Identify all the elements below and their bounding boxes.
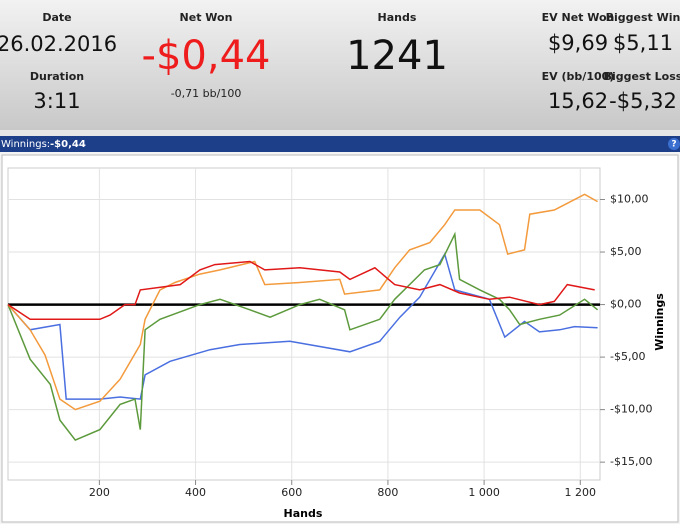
x-tick-label: 1 200 [565, 486, 597, 499]
label: EV Net Won [542, 11, 615, 24]
y-tick-label: -$15,00 [610, 455, 652, 468]
y-tick-label: $5,00 [610, 245, 642, 258]
x-tick-label: 1 000 [468, 486, 500, 499]
spacer [0, 130, 680, 136]
x-tick-label: 800 [377, 486, 398, 499]
help-text[interactable]: ? [671, 140, 676, 150]
label: Biggest Loss [604, 70, 680, 83]
toolbar-value: -$0,44 [50, 139, 86, 150]
plot-frame [7, 167, 601, 481]
toolbar [0, 136, 680, 152]
header-bg [0, 0, 680, 130]
net-won: -$0,44 [142, 33, 271, 79]
y-axis-label: Winnings [653, 293, 666, 351]
value: 3:11 [33, 89, 80, 113]
value: -$5,32 [609, 89, 677, 113]
x-tick-label: 600 [281, 486, 302, 499]
hands: 1241 [346, 33, 448, 79]
x-axis-label: Hands [284, 507, 323, 520]
value: $5,11 [613, 31, 673, 55]
y-tick-label: -$10,00 [610, 403, 652, 416]
x-tick-label: 200 [89, 486, 110, 499]
series-line [7, 231, 599, 442]
label: Duration [30, 70, 84, 83]
value: 15,62 [548, 89, 608, 113]
x-tick-label: 400 [185, 486, 206, 499]
series-line [7, 193, 598, 411]
label: EV (bb/100) [542, 70, 615, 83]
label: Date [42, 11, 71, 24]
label: Net Won [180, 11, 233, 24]
help-button[interactable] [668, 138, 680, 150]
value: 26.02.2016 [0, 32, 117, 56]
chart-panel [1, 154, 679, 523]
toolbar-title: Winnings: [1, 139, 50, 150]
value: $9,69 [548, 31, 608, 55]
y-tick-label: $10,00 [610, 193, 649, 206]
bb100: -0,71 bb/100 [171, 87, 242, 100]
y-tick-label: $0,00 [610, 298, 642, 311]
y-tick-label: -$5,00 [610, 350, 645, 363]
label: Biggest Win [606, 11, 680, 24]
series-line [7, 260, 595, 321]
series-line [7, 252, 598, 400]
label: Hands [378, 11, 417, 24]
